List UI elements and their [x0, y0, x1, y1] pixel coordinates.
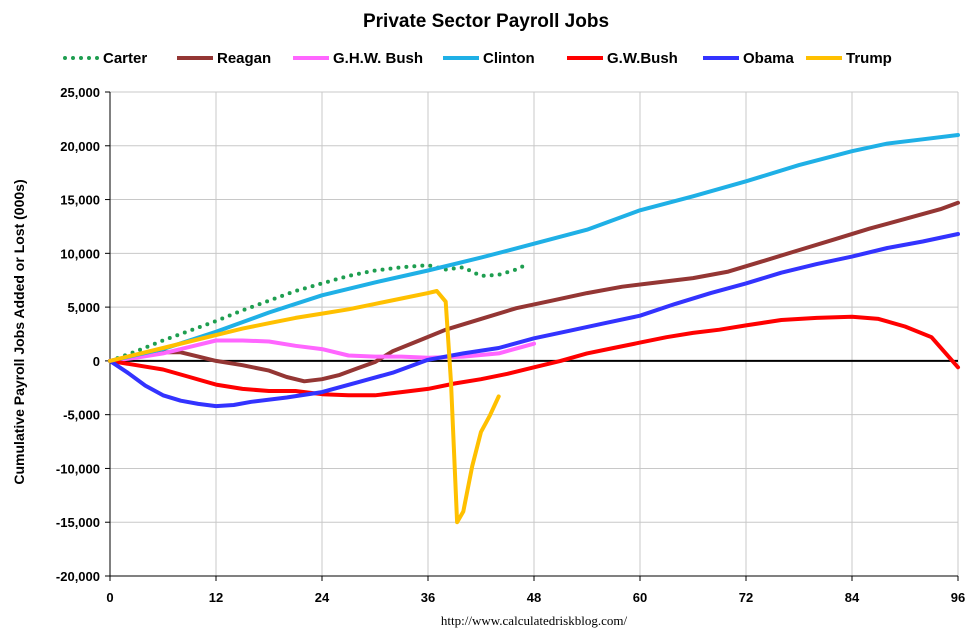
x-tick-label: 84 [845, 590, 860, 605]
legend-label: Trump [846, 50, 892, 67]
x-tick-label: 60 [633, 590, 647, 605]
series-line-g-w-bush [108, 314, 960, 398]
y-tick-label: 5,000 [67, 300, 100, 315]
y-tick-label: -20,000 [56, 569, 100, 584]
x-tick-label: 72 [739, 590, 753, 605]
series-line-clinton [108, 133, 960, 363]
legend-label: Reagan [217, 50, 271, 67]
y-axis-label: Cumulative Payroll Jobs Added or Lost (0… [11, 179, 27, 484]
x-tick-label: 12 [209, 590, 223, 605]
y-tick-label: 15,000 [60, 193, 100, 208]
legend-label: Obama [743, 50, 795, 67]
source-url: http://www.calculatedriskblog.com/ [441, 613, 628, 628]
x-tick-label: 0 [106, 590, 113, 605]
x-tick-label: 24 [315, 590, 330, 605]
series-lines [108, 133, 960, 525]
chart-title: Private Sector Payroll Jobs [363, 11, 609, 32]
x-tick-label: 48 [527, 590, 541, 605]
gridlines [110, 91, 959, 577]
legend-label: G.H.W. Bush [333, 50, 423, 67]
x-axis: 0 12 24 36 48 60 72 84 96 [106, 576, 965, 605]
legend-label: Clinton [483, 50, 535, 67]
y-tick-label: -10,000 [56, 461, 100, 476]
series-line-reagan [108, 200, 960, 384]
x-tick-label: 36 [421, 590, 435, 605]
series-line-obama [108, 232, 960, 409]
y-tick-label: 20,000 [60, 139, 100, 154]
y-tick-label: 0 [93, 354, 100, 369]
y-tick-label: 25,000 [60, 85, 100, 100]
x-tick-label: 96 [951, 590, 965, 605]
series-line-trump [108, 289, 501, 525]
legend-label: G.W.Bush [607, 50, 678, 67]
y-axis: 25,000 20,000 15,000 10,000 5,000 0 -5,000 -10,… [56, 85, 110, 584]
y-tick-label: 10,000 [60, 246, 100, 261]
legend: Carter Reagan G.H.W. Bush Clinton G.W.Bush Ob… [63, 50, 892, 67]
y-tick-label: -5,000 [63, 408, 100, 423]
y-tick-label: -15,000 [56, 515, 100, 530]
legend-label: Carter [103, 50, 147, 67]
